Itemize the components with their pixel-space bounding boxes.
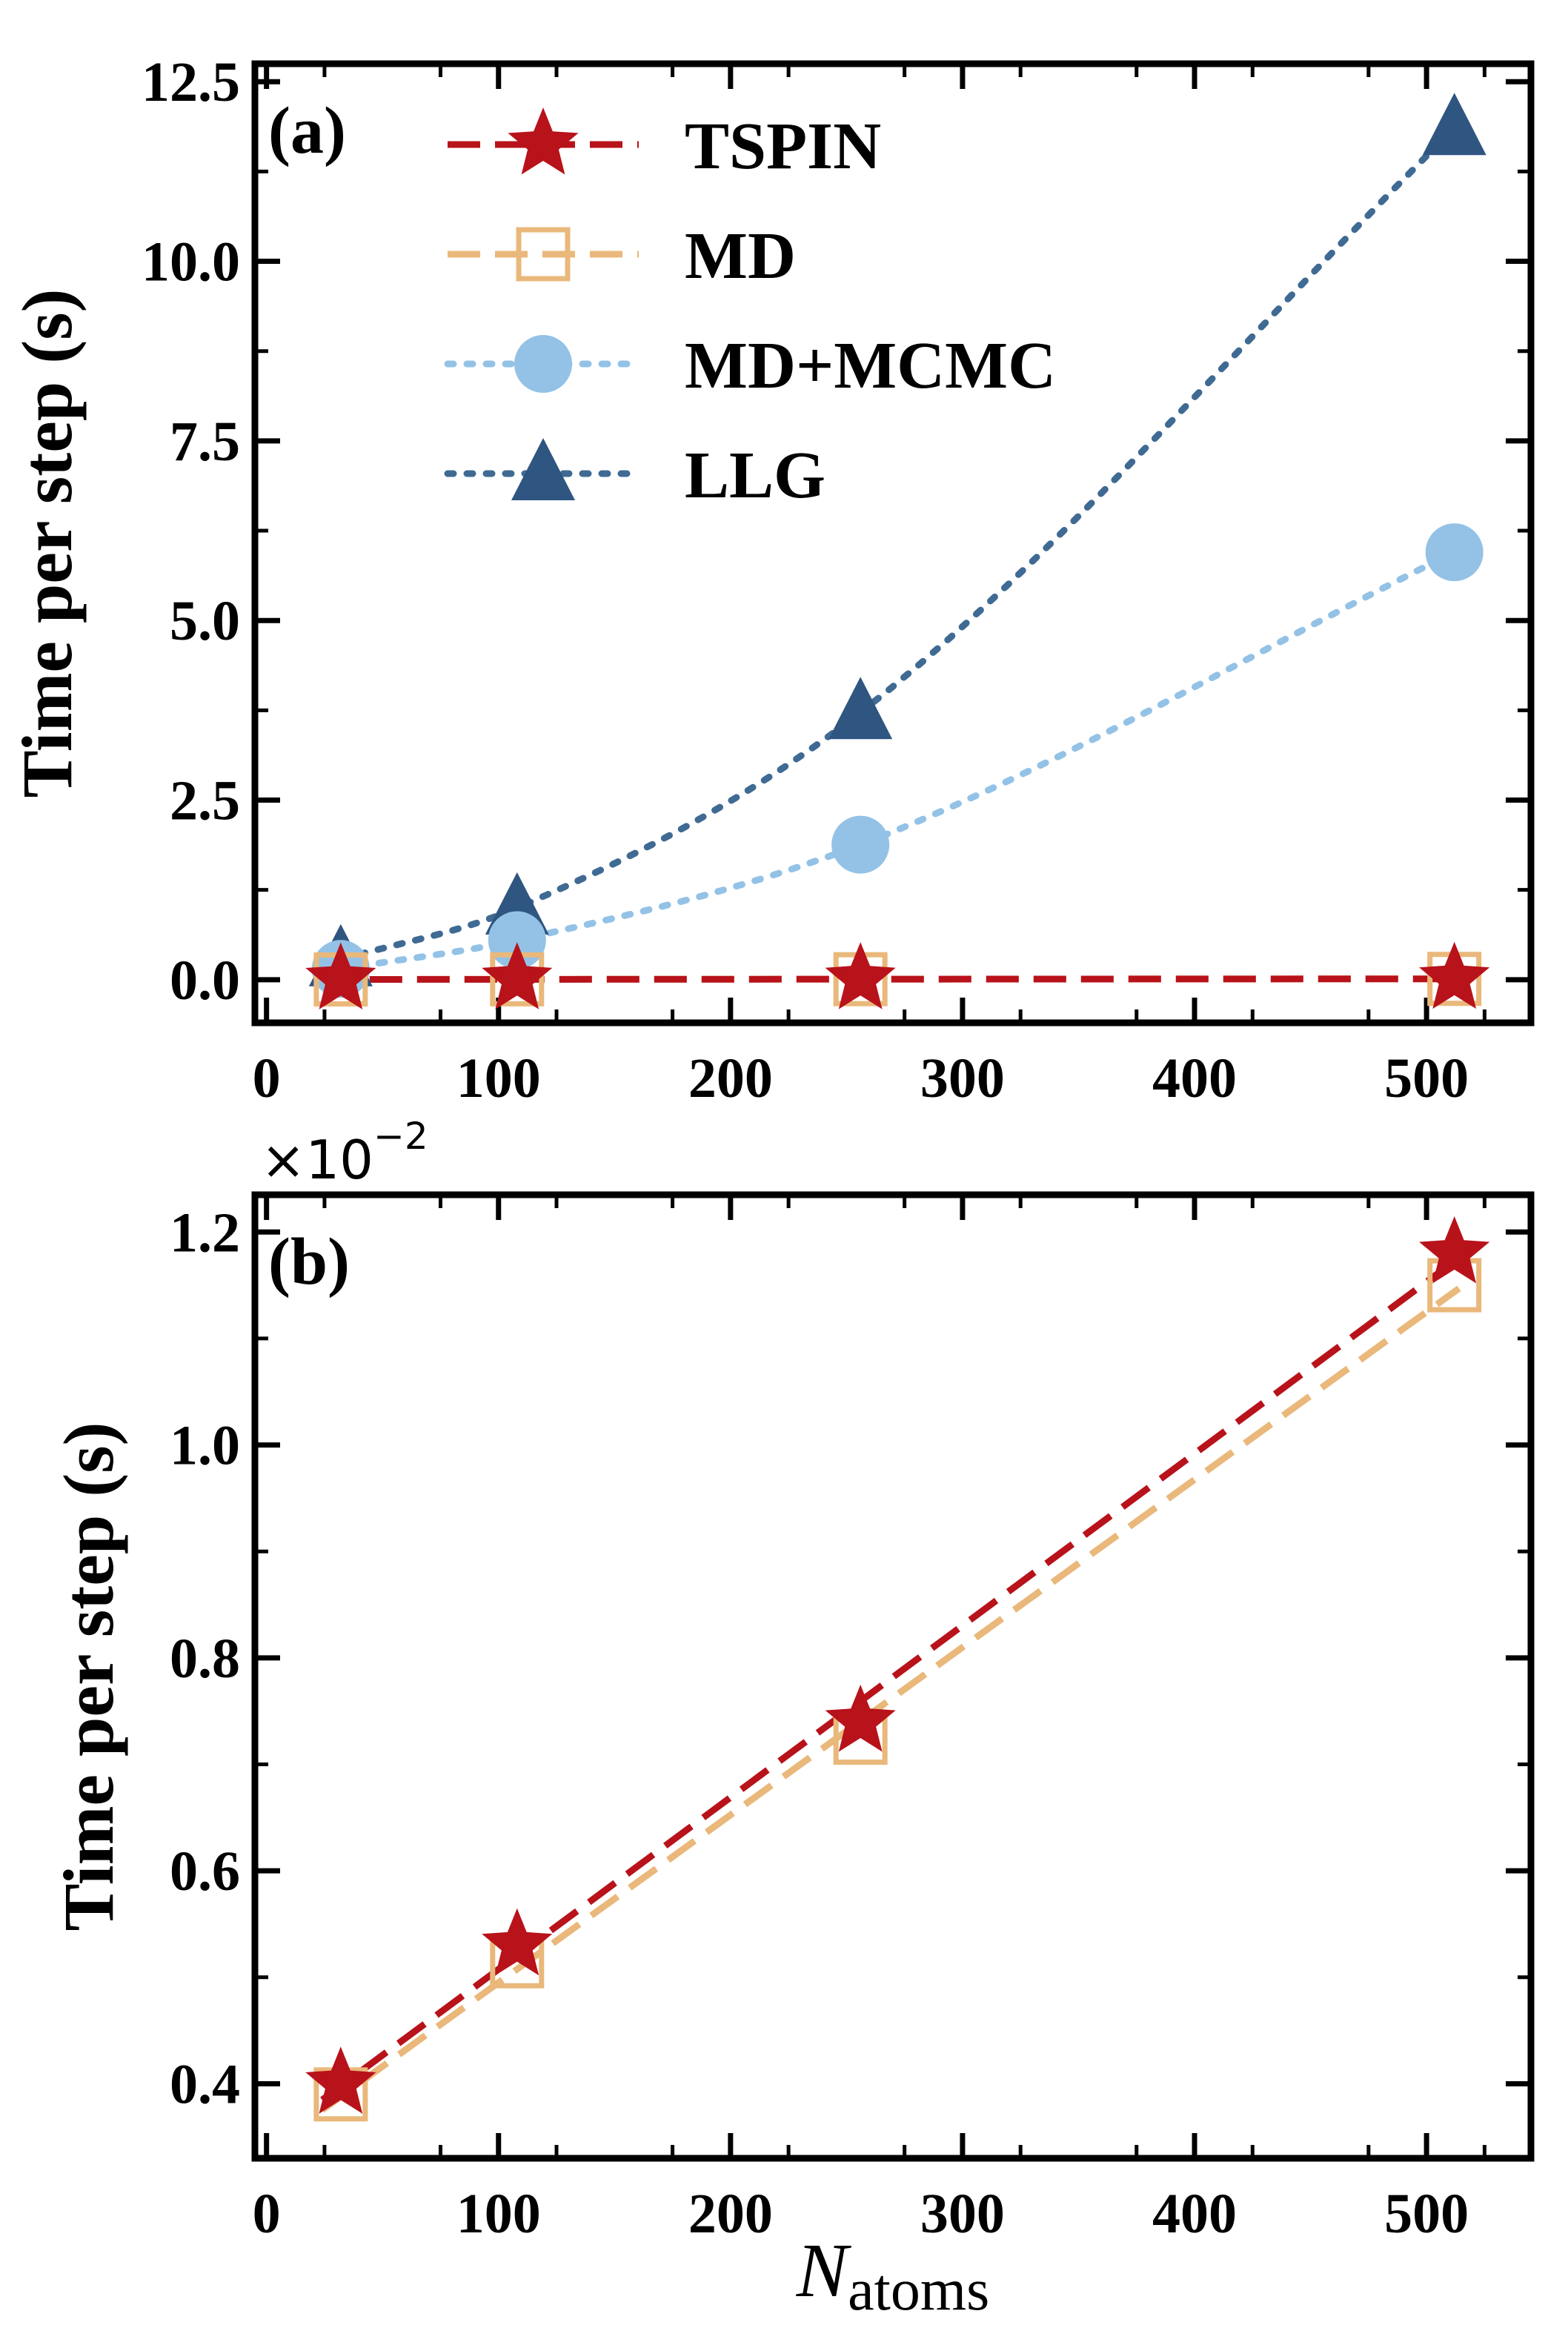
legend-label-md-mcmc: MD+MCMC <box>685 329 1056 402</box>
series-line-md-mcmc <box>337 548 1458 972</box>
x-tick-label: 100 <box>456 2183 541 2245</box>
x-tick-label: 300 <box>920 2183 1005 2245</box>
data-point-tspin <box>305 942 376 1009</box>
x-tick-label: 200 <box>688 1047 773 1110</box>
data-point-tspin <box>305 2046 376 2114</box>
legend-label-tspin: TSPIN <box>685 110 881 183</box>
data-point-tspin <box>1419 941 1490 1009</box>
panel-a-legend: TSPIN MD MD+MCMC LLG <box>444 107 1056 512</box>
y-tick-label: 0.4 <box>170 2053 240 2115</box>
series-line-md <box>320 1285 1461 2113</box>
panel-b-x-axis-label: Natoms <box>796 2228 989 2323</box>
y-tick-label: 1.2 <box>170 1201 240 1264</box>
x-tick-label: 200 <box>688 2183 773 2245</box>
y-tick-label: 0.6 <box>170 1840 240 1903</box>
y-tick-label: 10.0 <box>142 231 240 294</box>
data-point-md-mcmc <box>831 815 890 874</box>
y-tick-label: 12.5 <box>142 51 240 113</box>
panel-a-ticks: 0 100 200 300 400 500 0.0 2.5 5.0 7.5 10.0 12.5 <box>142 51 1531 1110</box>
x-axis-label-main: N <box>796 2228 852 2313</box>
data-point-tspin <box>482 1908 553 1976</box>
panel-b-chart: 0 100 200 300 400 500 0.4 0.6 0.8 1.0 1.2 (b) Time… <box>49 1115 1535 2323</box>
x-tick-label: 400 <box>1152 1047 1237 1110</box>
x-tick-label: 100 <box>456 1047 541 1110</box>
panel-b-y-axis-label: Time per step (s) <box>49 1422 128 1931</box>
panel-a-y-axis-label: Time per step (s) <box>7 288 87 797</box>
x-tick-label: 500 <box>1384 2183 1469 2245</box>
data-point-llg <box>1422 93 1486 156</box>
data-point-md-mcmc <box>1425 523 1484 582</box>
y-tick-label: 2.5 <box>170 770 240 832</box>
x-tick-label: 0 <box>253 2183 281 2245</box>
y-tick-label: 7.5 <box>170 411 240 473</box>
x-tick-label: 0 <box>253 1047 281 1110</box>
offset-base: ×10 <box>261 1129 373 1191</box>
data-point-tspin <box>1419 1216 1490 1284</box>
panel-a-frame <box>251 60 1535 1027</box>
y-tick-label: 1.0 <box>170 1415 240 1477</box>
legend-marker-llg <box>511 438 575 500</box>
x-tick-label: 300 <box>920 1047 1005 1110</box>
panel-a-chart: 0 100 200 300 400 500 0.0 2.5 5.0 7.5 10.0 12.5 (a)… <box>7 51 1535 1110</box>
legend-marker-tspin <box>508 107 579 175</box>
series-line-llg <box>337 125 1458 964</box>
data-point-tspin <box>825 942 896 1009</box>
legend-marker-md <box>516 227 571 282</box>
offset-exponent: −2 <box>373 1115 428 1158</box>
panel-b-frame <box>251 1191 1535 2162</box>
panel-b-series <box>305 1216 1490 2122</box>
x-tick-label: 400 <box>1152 2183 1237 2245</box>
y-tick-label: 0.8 <box>170 1628 240 1690</box>
legend-label-md: MD <box>685 219 796 293</box>
panel-a-label: (a) <box>268 94 346 168</box>
panel-b-ticks: 0 100 200 300 400 500 0.4 0.6 0.8 1.0 1.2 <box>170 1195 1531 2245</box>
y-tick-label: 0.0 <box>170 949 240 1012</box>
panel-b-label: (b) <box>268 1225 350 1299</box>
x-axis-label-subscript: atoms <box>848 2258 989 2323</box>
panel-a-series <box>305 93 1490 1009</box>
data-point-tspin <box>825 1685 896 1752</box>
y-tick-label: 5.0 <box>170 590 240 652</box>
x-tick-label: 500 <box>1384 1047 1469 1110</box>
data-point-tspin <box>482 942 553 1009</box>
legend-label-llg: LLG <box>685 439 825 512</box>
legend-marker-md-mcmc <box>514 335 572 393</box>
data-point-llg <box>828 677 893 740</box>
panel-b-offset-text: ×10−2 <box>261 1115 428 1191</box>
